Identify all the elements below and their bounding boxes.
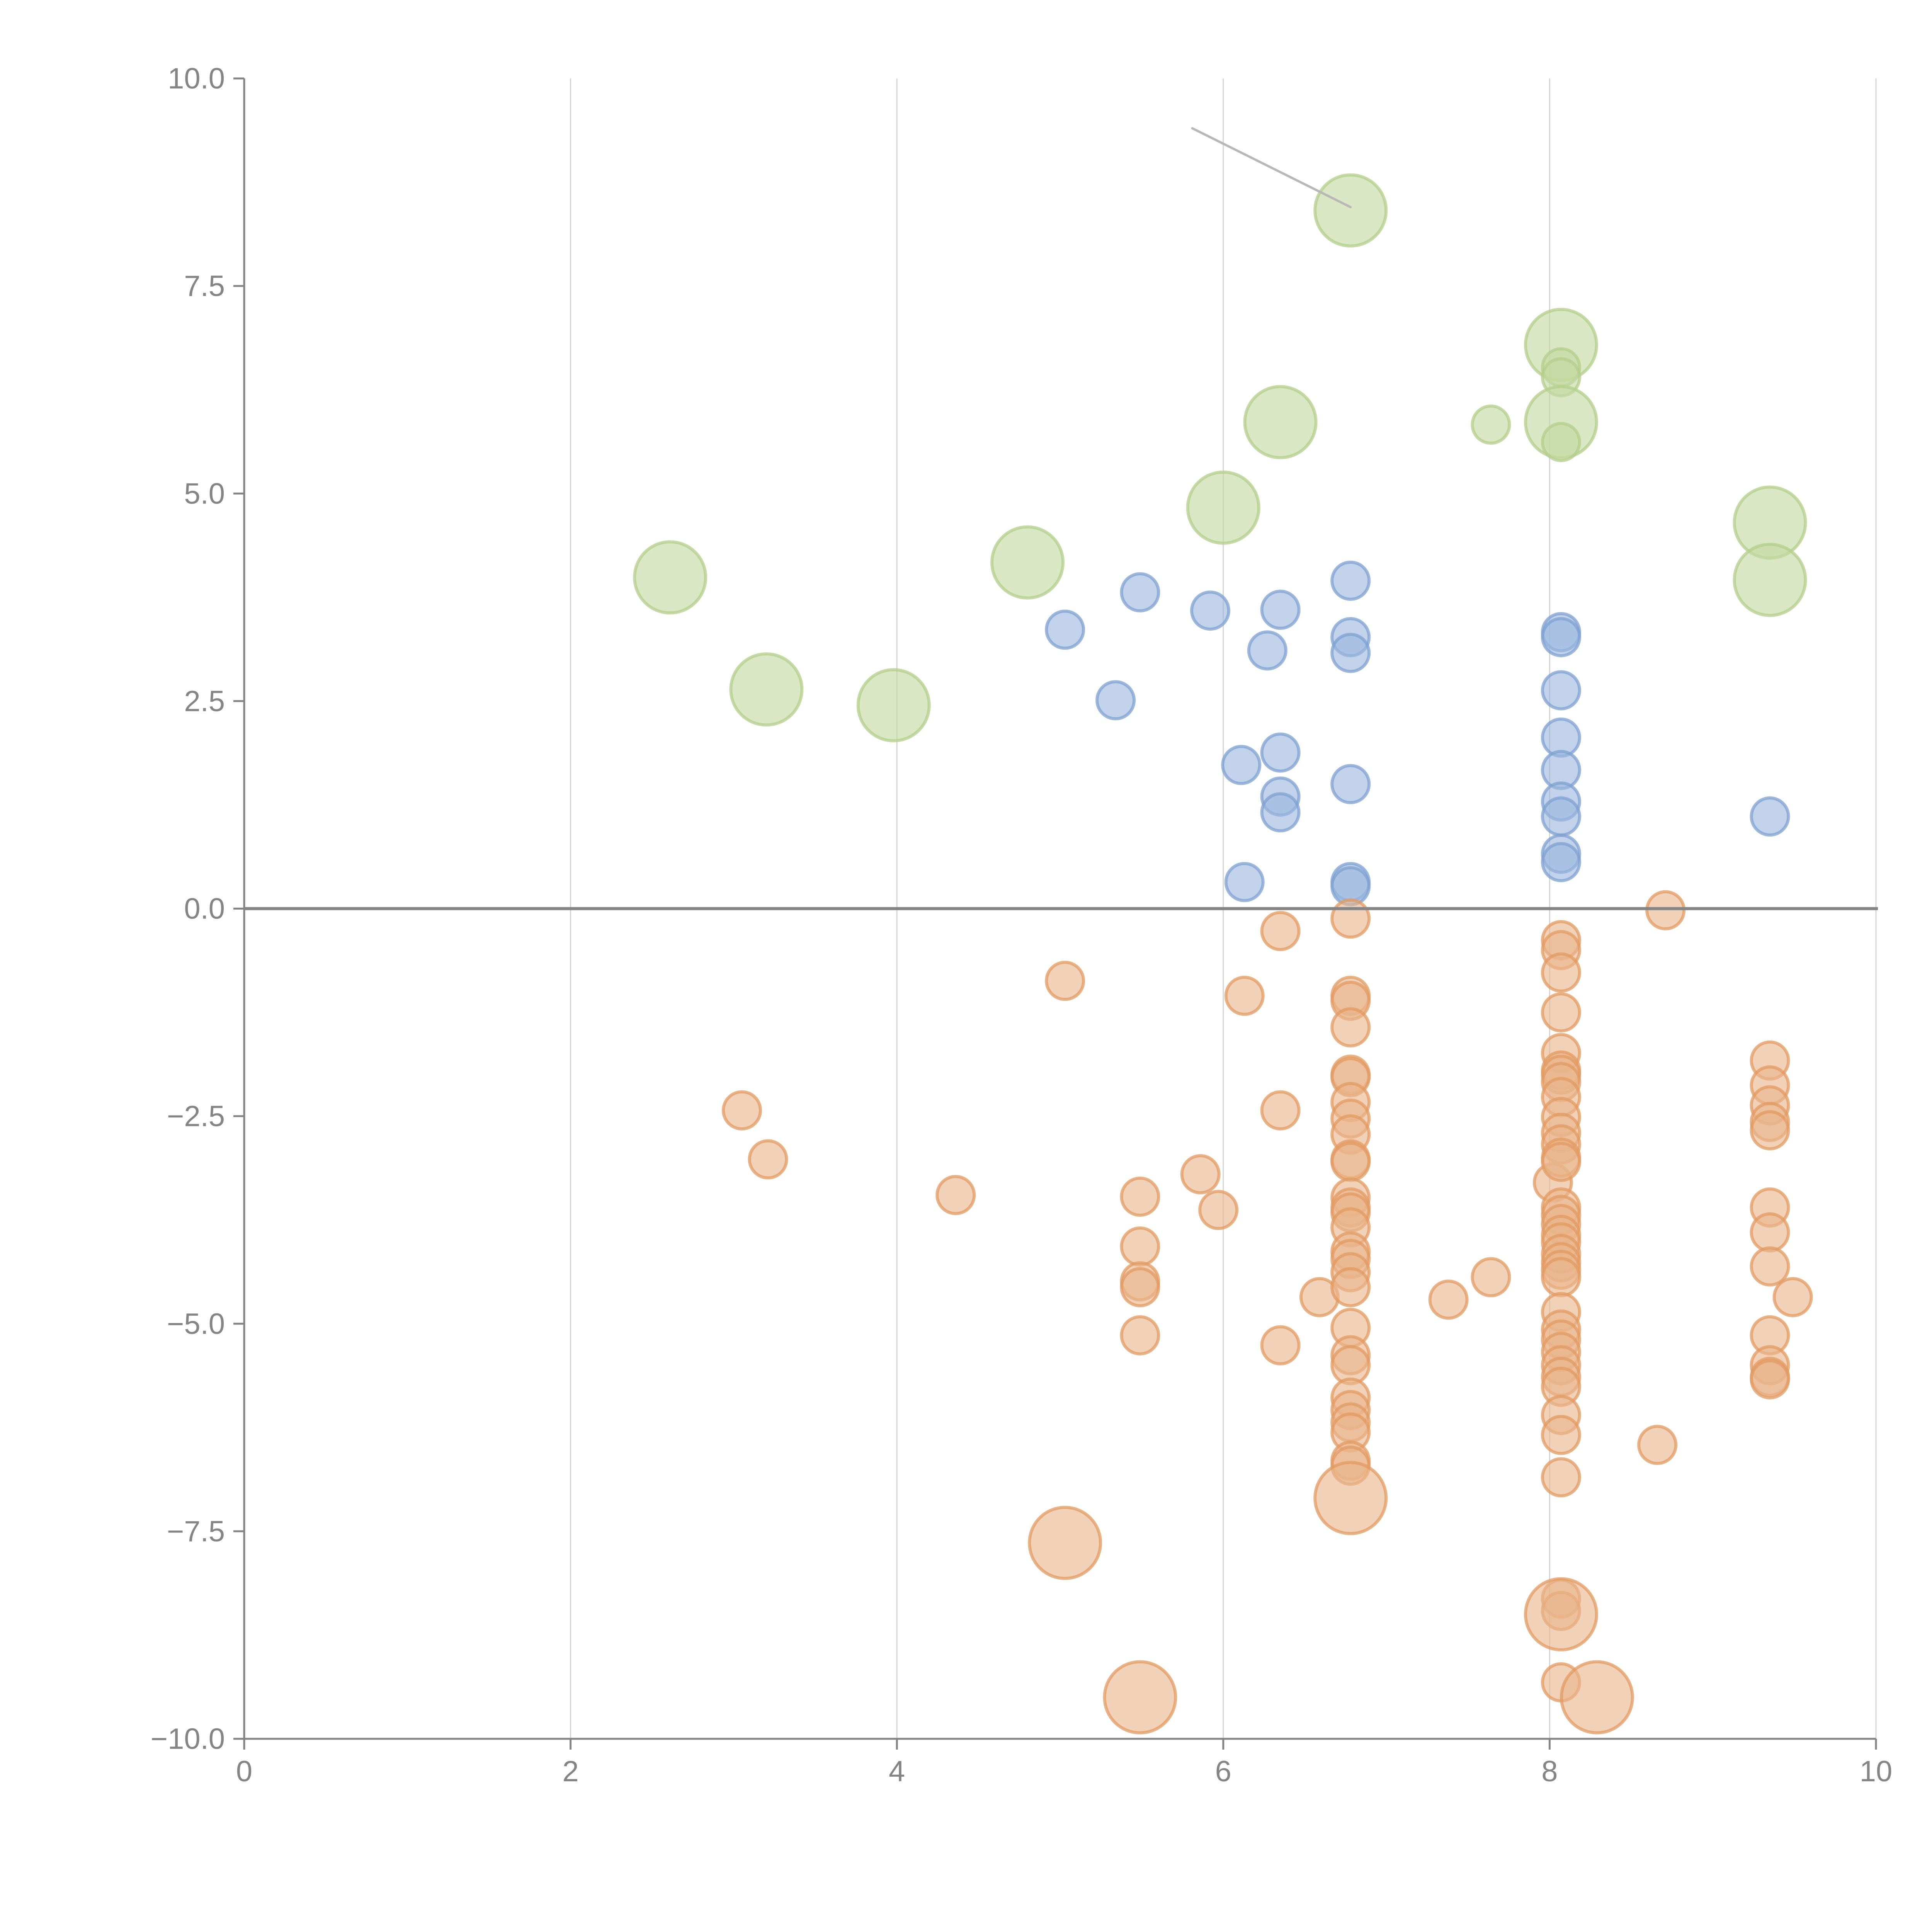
y-tick-label: −2.5 [167, 1100, 225, 1133]
data-point-orange [1637, 1425, 1678, 1465]
data-point-orange [1120, 1315, 1160, 1355]
data-point-blue [1224, 862, 1265, 902]
data-point-orange [1045, 961, 1085, 1001]
data-point-orange [1330, 1267, 1371, 1308]
x-tick-label: 10 [1860, 1755, 1893, 1788]
x-tick-label: 0 [236, 1755, 252, 1788]
data-point-orange [1028, 1505, 1102, 1580]
data-point-blue [1330, 764, 1371, 804]
data-point-blue [1095, 680, 1136, 721]
data-point-blue [1260, 732, 1301, 773]
x-axis-ticks: 0 2 4 6 8 10 [236, 1739, 1892, 1788]
data-point-orange [1198, 1190, 1239, 1230]
data-point-blue [1541, 842, 1581, 883]
data-point-orange [1750, 1212, 1790, 1253]
data-point-orange [1120, 1226, 1160, 1267]
data-point-blue [1330, 633, 1371, 673]
data-point-orange [1560, 1660, 1634, 1735]
data-point-orange [1120, 1267, 1160, 1308]
x-tick-label: 4 [889, 1755, 905, 1788]
data-point-green [1541, 422, 1581, 463]
data-point-blue [1221, 745, 1262, 785]
data-point-blue [1750, 796, 1790, 837]
data-point-orange [1330, 898, 1371, 939]
data-point-orange [1330, 1141, 1371, 1182]
data-point-orange [1772, 1277, 1813, 1317]
data-point-orange [722, 1090, 762, 1131]
data-points [633, 173, 1813, 1735]
data-point-orange [1750, 1246, 1790, 1287]
data-point-orange [1541, 1257, 1581, 1298]
y-tick-label: 5.0 [184, 477, 225, 510]
y-tick-label: 2.5 [184, 685, 225, 718]
x-tick-label: 2 [562, 1755, 578, 1788]
series-orange [722, 890, 1813, 1735]
data-point-green [1313, 173, 1388, 248]
data-point-green [856, 668, 931, 743]
data-point-blue [1541, 617, 1581, 657]
data-point-green [990, 525, 1065, 600]
data-point-orange [1750, 1359, 1790, 1400]
series-green [633, 173, 1807, 743]
data-point-blue [1541, 670, 1581, 711]
data-point-blue [1247, 630, 1287, 671]
y-axis-ticks: 10.0 7.5 5.0 2.5 0.0 −2.5 −5.0 −7.5 −10.0 [151, 62, 244, 1755]
data-point-green [729, 652, 804, 727]
axes [243, 78, 1878, 1740]
data-point-orange [1330, 1007, 1371, 1048]
data-point-orange [935, 1175, 976, 1215]
data-point-green [633, 540, 707, 615]
data-point-blue [1190, 590, 1231, 631]
annotation-leader-line [1191, 127, 1352, 209]
data-point-orange [1645, 890, 1686, 930]
data-point-green [1243, 385, 1318, 459]
y-tick-label: 10.0 [168, 62, 225, 95]
data-point-orange [1120, 1177, 1160, 1217]
data-point-orange [1541, 952, 1581, 993]
data-point-orange [1541, 1141, 1581, 1182]
data-point-blue [1045, 609, 1085, 650]
y-tick-label: −10.0 [151, 1723, 225, 1755]
data-point-blue [1260, 792, 1301, 833]
data-point-orange [1471, 1257, 1511, 1298]
data-point-orange [748, 1139, 788, 1180]
data-point-orange [1750, 1110, 1790, 1151]
data-point-orange [1428, 1279, 1469, 1320]
data-point-orange [1224, 976, 1265, 1016]
y-tick-label: 7.5 [184, 270, 225, 303]
data-point-orange [1260, 911, 1301, 951]
data-point-orange [1313, 1461, 1388, 1535]
data-point-orange [1103, 1660, 1177, 1735]
data-point-orange [1260, 1090, 1301, 1131]
data-point-orange [1541, 1415, 1581, 1455]
series-blue [1045, 560, 1790, 906]
data-point-blue [1120, 572, 1160, 612]
y-tick-label: 0.0 [184, 893, 225, 925]
data-point-orange [1180, 1154, 1221, 1195]
y-tick-label: −5.0 [167, 1308, 225, 1340]
x-tick-label: 8 [1541, 1755, 1558, 1788]
data-point-orange [1260, 1325, 1301, 1366]
y-tick-label: −7.5 [167, 1515, 225, 1548]
data-point-green [1186, 470, 1260, 545]
data-point-blue [1260, 590, 1301, 630]
x-tick-label: 6 [1215, 1755, 1231, 1788]
data-point-orange [1541, 992, 1581, 1033]
data-point-green [1471, 404, 1511, 445]
annotations [1191, 127, 1352, 209]
data-point-orange [1524, 1577, 1598, 1651]
data-point-orange [1541, 1457, 1581, 1498]
data-point-blue [1330, 560, 1371, 601]
data-point-green [1733, 543, 1807, 617]
data-point-blue [1541, 796, 1581, 837]
